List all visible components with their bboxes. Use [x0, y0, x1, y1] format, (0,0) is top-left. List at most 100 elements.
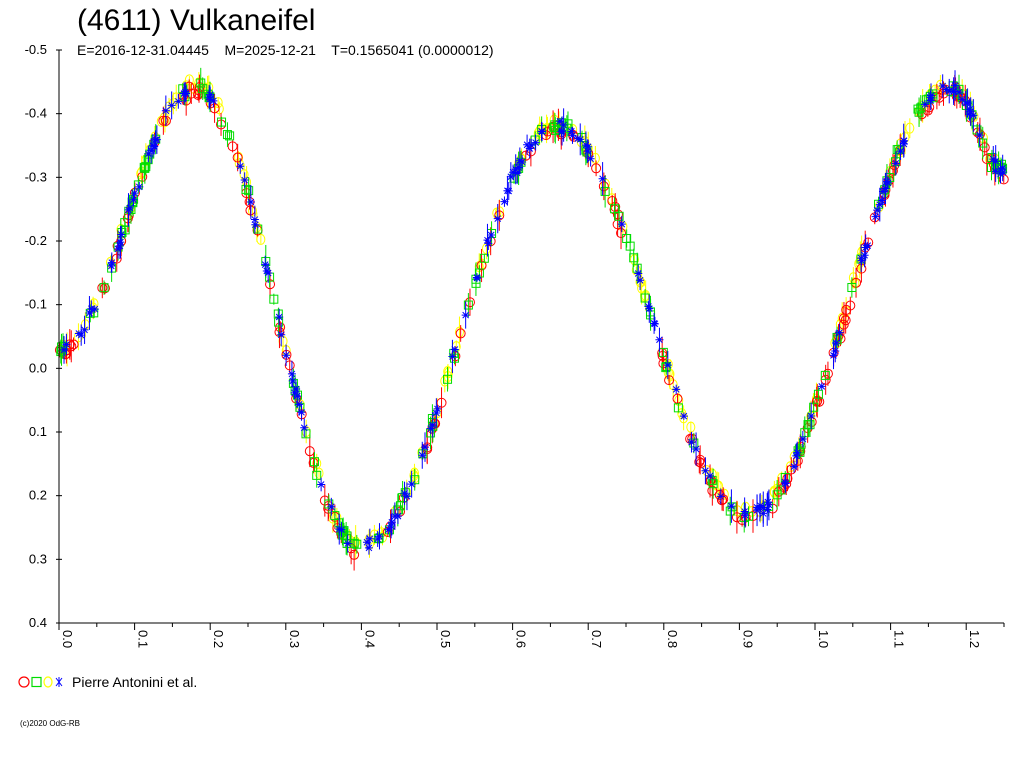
data-point-marker: [454, 326, 464, 338]
x-tick-label: 1.2: [967, 630, 982, 648]
data-point-square: [324, 499, 334, 509]
data-point-star: [407, 480, 416, 488]
data-point-star: [860, 251, 869, 259]
data-point-star: [292, 385, 301, 393]
y-tick-label: 0.3: [29, 551, 47, 566]
data-point-square: [776, 485, 786, 495]
data-point-star: [966, 108, 975, 116]
data-point-circle: [786, 464, 797, 475]
data-point-circle: [616, 228, 627, 239]
data-point-star: [583, 147, 592, 155]
data-point-square: [978, 138, 988, 148]
data-point-star: [182, 90, 191, 97]
data-point-star: [107, 262, 116, 270]
data-point-star: [504, 187, 513, 195]
data-point-square: [241, 184, 251, 194]
legend-red-circle-icon: [18, 676, 30, 688]
x-tick-label: 0.0: [60, 630, 75, 648]
data-point-circle: [349, 549, 360, 560]
data-point-square: [673, 403, 683, 413]
data-point-star: [150, 143, 159, 150]
data-point-marker: [769, 485, 779, 497]
data-point-star: [174, 97, 183, 105]
data-point-star: [125, 204, 134, 212]
data-point-marker: [854, 258, 864, 270]
data-point-marker: [848, 272, 858, 284]
data-point-circle: [455, 328, 466, 339]
x-tick-label: 0.7: [589, 630, 604, 648]
data-point-square: [474, 268, 484, 278]
data-point-star: [871, 213, 880, 221]
data-point-square: [610, 204, 620, 214]
data-point-star: [679, 412, 688, 420]
data-point-star: [362, 538, 371, 546]
copyright-text: (c)2020 OdG-RB: [20, 719, 81, 728]
data-point-star: [573, 135, 582, 142]
data-point-star: [236, 162, 245, 170]
data-point-star: [300, 424, 309, 432]
y-tick-label: -0.4: [25, 106, 47, 121]
data-point-circle: [227, 141, 238, 152]
data-point-star: [277, 331, 286, 339]
data-point-star: [781, 480, 790, 487]
y-tick-label: -0.5: [25, 42, 47, 57]
data-point-square: [847, 283, 857, 293]
data-point-square: [479, 253, 489, 263]
data-point-star: [240, 176, 249, 184]
legend-label: Pierre Antonini et al.: [72, 674, 198, 690]
data-point-square: [707, 475, 717, 485]
data-point-star: [473, 274, 482, 282]
data-point-star: [293, 392, 302, 400]
data-point-star: [879, 188, 888, 195]
data-point-star: [951, 82, 960, 89]
data-point-star: [857, 257, 866, 265]
data-point-star: [250, 216, 259, 223]
data-point-circle: [707, 485, 718, 496]
data-point-star: [500, 198, 509, 205]
data-point-square: [463, 300, 473, 310]
data-point-star: [793, 449, 802, 456]
data-point-star: [942, 86, 951, 93]
data-point-circle: [822, 368, 833, 379]
x-tick-label: 0.1: [136, 630, 151, 648]
data-point-star: [426, 425, 435, 433]
data-point-marker: [640, 290, 650, 302]
series-star-group: [60, 70, 1008, 555]
data-point-star: [999, 168, 1008, 176]
data-point-star: [835, 329, 844, 336]
chart-title: (4611) Vulkaneifel: [77, 4, 316, 37]
data-point-square: [140, 163, 150, 173]
data-point-star: [650, 320, 659, 328]
data-point-star: [246, 198, 255, 206]
data-point-star: [975, 131, 984, 139]
data-point-star: [899, 137, 908, 145]
data-point-star: [282, 351, 291, 359]
data-point-star: [716, 493, 725, 500]
data-point-star: [883, 179, 892, 187]
data-point-star: [645, 305, 654, 312]
data-point-square: [117, 227, 127, 237]
data-point-star: [116, 238, 125, 246]
data-point-star: [77, 331, 86, 339]
data-point-square: [196, 78, 206, 88]
legend-markers: [18, 676, 66, 688]
legend-blue-star-icon: [55, 677, 63, 687]
data-point-circle: [718, 494, 729, 505]
data-points-layer: [54, 67, 1009, 571]
data-point-square: [614, 211, 624, 221]
data-point-star: [531, 139, 540, 146]
data-point-star: [80, 326, 89, 334]
axes-layer: -0.5 -0.4 -0.3 -0.2 -0.1 0.0 0.1 0.2 0.3 0.4 0.0 0.…: [25, 42, 1005, 648]
data-point-square: [269, 294, 279, 304]
data-point-star: [433, 405, 442, 413]
data-point-circle: [598, 181, 609, 192]
data-point-star: [891, 159, 900, 167]
data-point-square: [99, 283, 109, 293]
data-point-circle: [998, 174, 1009, 185]
data-point-square: [550, 122, 560, 132]
data-point-square: [225, 131, 235, 141]
data-point-star: [598, 175, 607, 183]
data-point-star: [634, 270, 643, 277]
data-point-circle: [773, 486, 784, 497]
